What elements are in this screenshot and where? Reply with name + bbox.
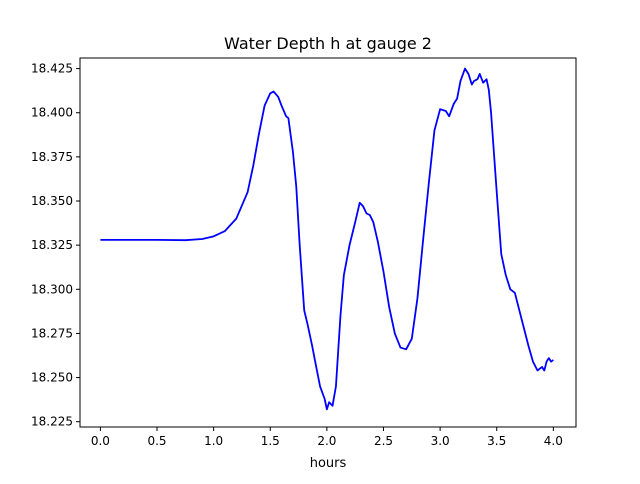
y-tick-label: 18.250 [31, 371, 73, 385]
x-tick-label: 0.5 [147, 434, 166, 448]
x-tick-label: 3.5 [487, 434, 506, 448]
plot-area: 0.0 0.5 1.0 1.5 2.0 2.5 3.0 3.5 4.0 18.225 18.250 1… [31, 57, 577, 448]
x-axis-label: hours [310, 456, 347, 471]
y-tick-label: 18.275 [31, 326, 73, 340]
y-tick-label: 18.400 [31, 106, 73, 120]
chart-title: Water Depth h at gauge 2 [224, 34, 432, 53]
x-tick-label: 4.0 [544, 434, 563, 448]
y-tick-label: 18.375 [31, 150, 73, 164]
x-tick-label: 1.0 [204, 434, 223, 448]
x-tick-label: 3.0 [431, 434, 450, 448]
y-tick-label: 18.325 [31, 238, 73, 252]
plot-frame [79, 57, 577, 428]
series-line-0 [100, 67, 554, 411]
y-tick-label: 18.225 [31, 415, 73, 429]
y-tick-label: 18.300 [31, 282, 73, 296]
y-tick-label: 18.425 [31, 62, 73, 76]
y-tick-label: 18.350 [31, 194, 73, 208]
x-tick-label: 2.0 [317, 434, 336, 448]
x-tick-label: 2.5 [374, 434, 393, 448]
x-tick-label: 1.5 [261, 434, 280, 448]
x-tick-label: 0.0 [91, 434, 110, 448]
